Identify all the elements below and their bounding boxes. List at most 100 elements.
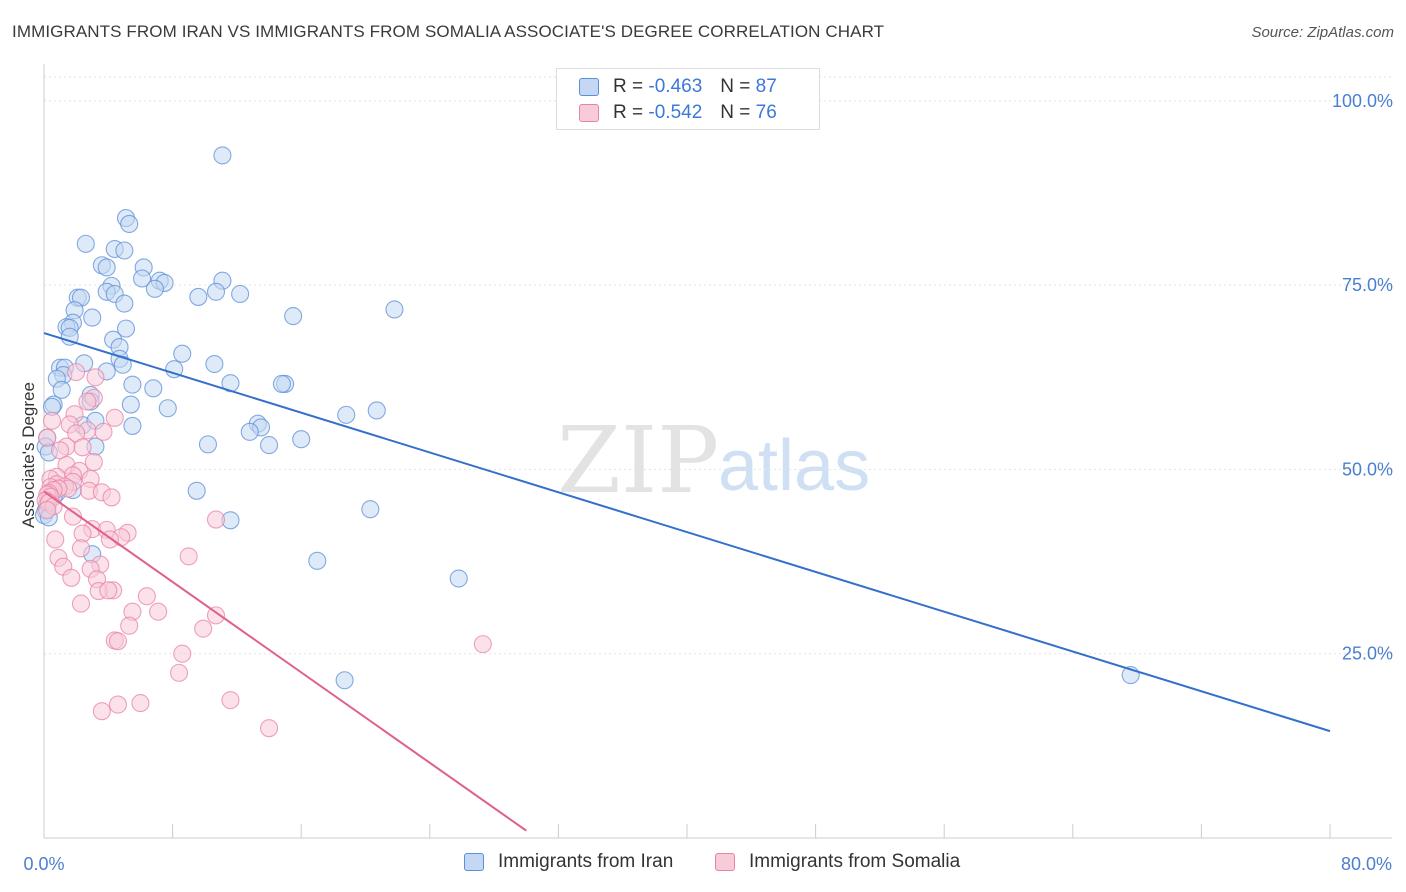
data-point (272, 374, 291, 393)
data-point (187, 481, 206, 500)
data-point (97, 258, 116, 277)
data-point (144, 379, 163, 398)
data-point (137, 587, 156, 606)
data-point (221, 691, 240, 710)
data-point (63, 507, 82, 526)
legend-n-value-somalia: 76 (755, 102, 777, 123)
gridlines (44, 76, 1392, 655)
y-tick-label: 75.0% (1342, 275, 1393, 295)
data-point (158, 399, 177, 418)
data-point (60, 327, 79, 346)
legend-r-label: R = (613, 76, 644, 97)
legend-r-label: R = (613, 102, 644, 123)
data-point (205, 354, 224, 374)
data-point (76, 234, 95, 253)
data-point (449, 569, 468, 588)
source-label: Source: ZipAtlas.com (1251, 24, 1394, 41)
legend-row-somalia: R = -0.542 N = 76 (579, 100, 777, 126)
data-point (38, 500, 57, 520)
data-point (83, 308, 102, 327)
data-point (67, 363, 86, 382)
trend-line-iran (43, 332, 1331, 733)
data-point (149, 602, 168, 621)
data-point (240, 422, 259, 441)
data-point (105, 408, 124, 427)
data-point (120, 214, 139, 234)
data-point (206, 510, 226, 529)
data-point (115, 241, 134, 260)
data-point (367, 401, 386, 420)
watermark-atlas: atlas (718, 426, 870, 506)
series-label-iran: Immigrants from Iran (498, 851, 674, 872)
data-point (86, 368, 105, 387)
data-point (46, 530, 65, 549)
y-tick-label: 100.0% (1332, 91, 1393, 111)
data-point (71, 539, 91, 558)
y-tick-label: 25.0% (1342, 644, 1393, 664)
scatter-points (34, 146, 1140, 738)
series-swatch-somalia (715, 853, 735, 871)
data-point (42, 411, 62, 430)
legend-r-value-somalia: -0.542 (648, 102, 703, 123)
data-point (38, 428, 57, 447)
data-point (213, 146, 232, 165)
data-point (123, 416, 142, 435)
legend-swatch-somalia (579, 104, 599, 122)
data-point (179, 547, 198, 566)
data-point (292, 430, 311, 449)
legend-swatch-iran (579, 78, 599, 96)
y-axis-label: Associate's Degree (19, 382, 38, 528)
data-point (165, 360, 184, 379)
series-swatch-iran (464, 853, 484, 871)
data-point (108, 695, 127, 714)
watermark-zip: ZIP (557, 407, 719, 514)
series-legend-iran[interactable]: Immigrants from Iran (464, 851, 673, 873)
data-point (94, 422, 113, 441)
data-point (120, 616, 139, 635)
data-point (194, 619, 213, 638)
data-point (173, 644, 192, 663)
data-point (308, 551, 327, 570)
data-point (123, 375, 142, 394)
data-point (115, 294, 134, 313)
trend-line-somalia (43, 490, 527, 832)
data-point (189, 287, 208, 306)
data-point (231, 284, 250, 304)
data-point (259, 719, 279, 738)
data-point (121, 395, 140, 414)
data-point (99, 581, 118, 600)
data-point (206, 606, 226, 625)
data-point (92, 702, 111, 721)
y-tick-label: 50.0% (1342, 459, 1393, 479)
legend-r-value-iran: -0.463 (648, 76, 703, 97)
data-point (337, 405, 356, 424)
data-point (62, 568, 81, 587)
data-point (473, 635, 492, 654)
data-point (52, 380, 71, 399)
data-point (284, 307, 303, 326)
x-tick-label: 80.0% (1341, 854, 1392, 874)
x-tick-label: 0.0% (23, 854, 64, 874)
data-point (145, 279, 164, 298)
data-point (113, 355, 132, 374)
series-label-somalia: Immigrants from Somalia (749, 851, 961, 872)
data-point (173, 344, 192, 363)
data-point (73, 438, 92, 457)
data-point (335, 671, 354, 690)
legend-n-label: N = (720, 76, 751, 97)
legend-row-iran: R = -0.463 N = 87 (579, 74, 777, 100)
data-point (78, 392, 97, 411)
data-point (133, 269, 152, 288)
data-point (116, 319, 136, 338)
data-point (102, 488, 121, 507)
series-legend-somalia[interactable]: Immigrants from Somalia (715, 851, 960, 873)
legend-n-label: N = (720, 102, 751, 123)
data-point (259, 436, 279, 455)
data-point (385, 300, 404, 319)
data-point (108, 632, 127, 651)
chart-title: IMMIGRANTS FROM IRAN VS IMMIGRANTS FROM … (12, 22, 885, 41)
stats-legend: R = -0.463 N = 87 R = -0.542 N = 76 (556, 68, 820, 130)
data-point (206, 282, 226, 301)
data-point (361, 500, 380, 519)
